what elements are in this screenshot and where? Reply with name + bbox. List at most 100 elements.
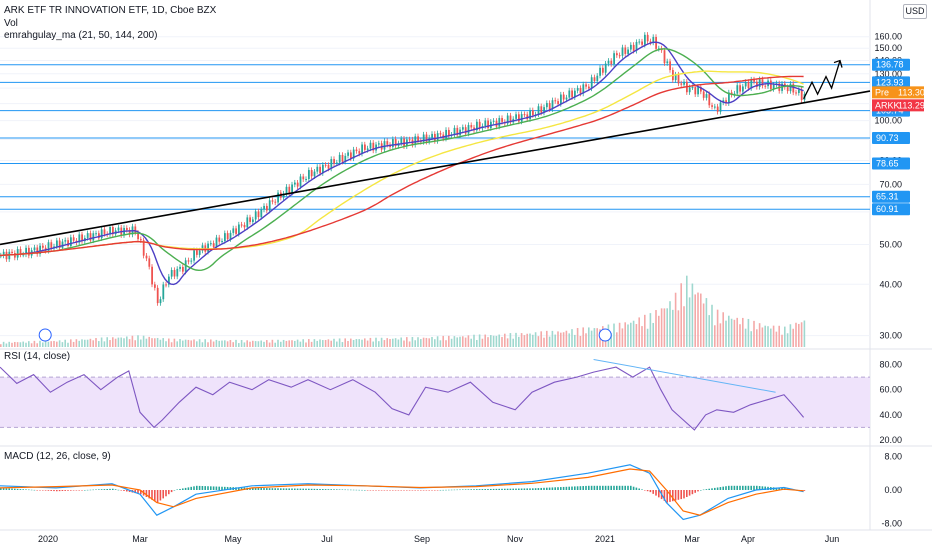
- candle-body: [210, 243, 212, 245]
- volume-bar: [151, 338, 153, 347]
- candle-body: [78, 234, 81, 243]
- macd-histogram-bar: [742, 485, 744, 490]
- price-tag-value: 113.30: [898, 87, 925, 97]
- volume-bar: [543, 337, 545, 347]
- candle-body: [532, 110, 534, 116]
- volume-bar: [644, 314, 646, 347]
- volume-bar: [170, 342, 173, 347]
- macd-histogram-bar: [112, 488, 114, 490]
- macd-indicator-label[interactable]: MACD (12, 26, close, 9): [4, 451, 111, 462]
- rsi-indicator-label[interactable]: RSI (14, close): [4, 351, 71, 362]
- volume-bar: [453, 336, 456, 347]
- macd-histogram-bar: [579, 486, 582, 490]
- level-tag: [872, 203, 910, 216]
- candle-body: [218, 237, 221, 242]
- volume-bar: [490, 335, 492, 347]
- macd-histogram-bar: [123, 490, 125, 491]
- candle-body: [344, 155, 347, 162]
- macd-histogram-bar: [240, 487, 243, 490]
- rsi-divergence-line: [593, 359, 776, 393]
- macd-histogram-bar: [330, 489, 332, 490]
- candle-body: [593, 77, 596, 81]
- volume-bar: [613, 323, 615, 347]
- volume-bar: [638, 317, 640, 347]
- volume-bar: [252, 340, 254, 347]
- volume-bar: [380, 337, 383, 347]
- volume-bar: [590, 330, 593, 347]
- volume-bar: [81, 339, 83, 347]
- volume-bar: [800, 322, 803, 347]
- candle-body: [36, 247, 39, 255]
- volume-bar: [565, 330, 568, 347]
- macd-histogram-bar: [702, 489, 705, 491]
- volume-bar: [176, 341, 178, 347]
- candle-body: [330, 159, 333, 169]
- volume-bar: [204, 339, 206, 347]
- volume-bar: [728, 315, 730, 347]
- candle-body: [453, 127, 456, 135]
- macd-line: [0, 464, 804, 521]
- level-tag-label: 65.31: [876, 192, 899, 202]
- macd-histogram-bar: [50, 490, 52, 491]
- candle-body: [61, 241, 64, 248]
- volume-bar: [344, 338, 346, 347]
- candle-body: [145, 255, 148, 259]
- macd-histogram-bar: [635, 487, 638, 490]
- macd-histogram-bar: [154, 490, 156, 502]
- macd-histogram-bar: [352, 489, 355, 491]
- time-axis-label: 2020: [38, 534, 58, 544]
- candle-body: [467, 125, 470, 134]
- candle-body: [366, 148, 369, 150]
- candle-body: [109, 227, 111, 235]
- macd-histogram-bar: [162, 490, 164, 499]
- price-tag-value: 113.29: [898, 100, 925, 110]
- volume-bar: [394, 338, 397, 347]
- candle-body: [179, 266, 181, 269]
- candle-body: [557, 101, 559, 104]
- currency-badge[interactable]: USD: [903, 4, 927, 19]
- candle-body: [565, 97, 568, 100]
- macd-histogram-bar: [744, 485, 747, 490]
- volume-bar: [103, 341, 106, 347]
- candle-body: [128, 229, 131, 235]
- volume-bar: [95, 338, 97, 347]
- volume-bar: [761, 327, 764, 347]
- volume-bar: [523, 335, 526, 347]
- volume-bar: [470, 338, 472, 347]
- volume-bar: [22, 341, 24, 347]
- macd-histogram-bar: [156, 490, 159, 503]
- volume-bar: [16, 342, 19, 347]
- volume-bar: [106, 337, 108, 347]
- macd-histogram-bar: [198, 485, 201, 490]
- volume-bar: [58, 340, 61, 347]
- macd-histogram-bar: [442, 489, 444, 491]
- candle-body: [394, 139, 397, 147]
- macd-histogram-bar: [529, 488, 531, 490]
- volume-bar: [215, 339, 218, 347]
- volume-bar: [627, 324, 629, 347]
- candle-body: [798, 89, 800, 93]
- candle-body: [641, 41, 643, 45]
- volume-bar: [568, 333, 570, 347]
- macd-histogram-bar: [42, 490, 44, 491]
- volume-indicator-label[interactable]: Vol: [4, 18, 18, 29]
- volume-bar: [487, 337, 489, 347]
- candle-body: [568, 90, 571, 98]
- candle-body: [302, 176, 305, 180]
- projection-path: [803, 60, 841, 100]
- macd-histogram-bar: [226, 486, 229, 490]
- moving-average-indicator-label[interactable]: emrahgulay_ma (21, 50, 144, 200): [4, 30, 158, 41]
- macd-histogram-bar: [532, 488, 534, 490]
- macd-histogram-bar: [711, 488, 713, 490]
- candle-body: [702, 91, 705, 98]
- volume-bar: [350, 338, 352, 347]
- volume-bar: [400, 337, 402, 347]
- candle-body: [607, 60, 610, 64]
- volume-bar: [282, 339, 285, 347]
- volume-bar: [683, 306, 685, 347]
- macd-histogram-bar: [408, 490, 411, 491]
- volume-bar: [28, 341, 30, 347]
- macd-histogram-bar: [44, 490, 47, 491]
- macd-histogram-bar: [380, 490, 383, 491]
